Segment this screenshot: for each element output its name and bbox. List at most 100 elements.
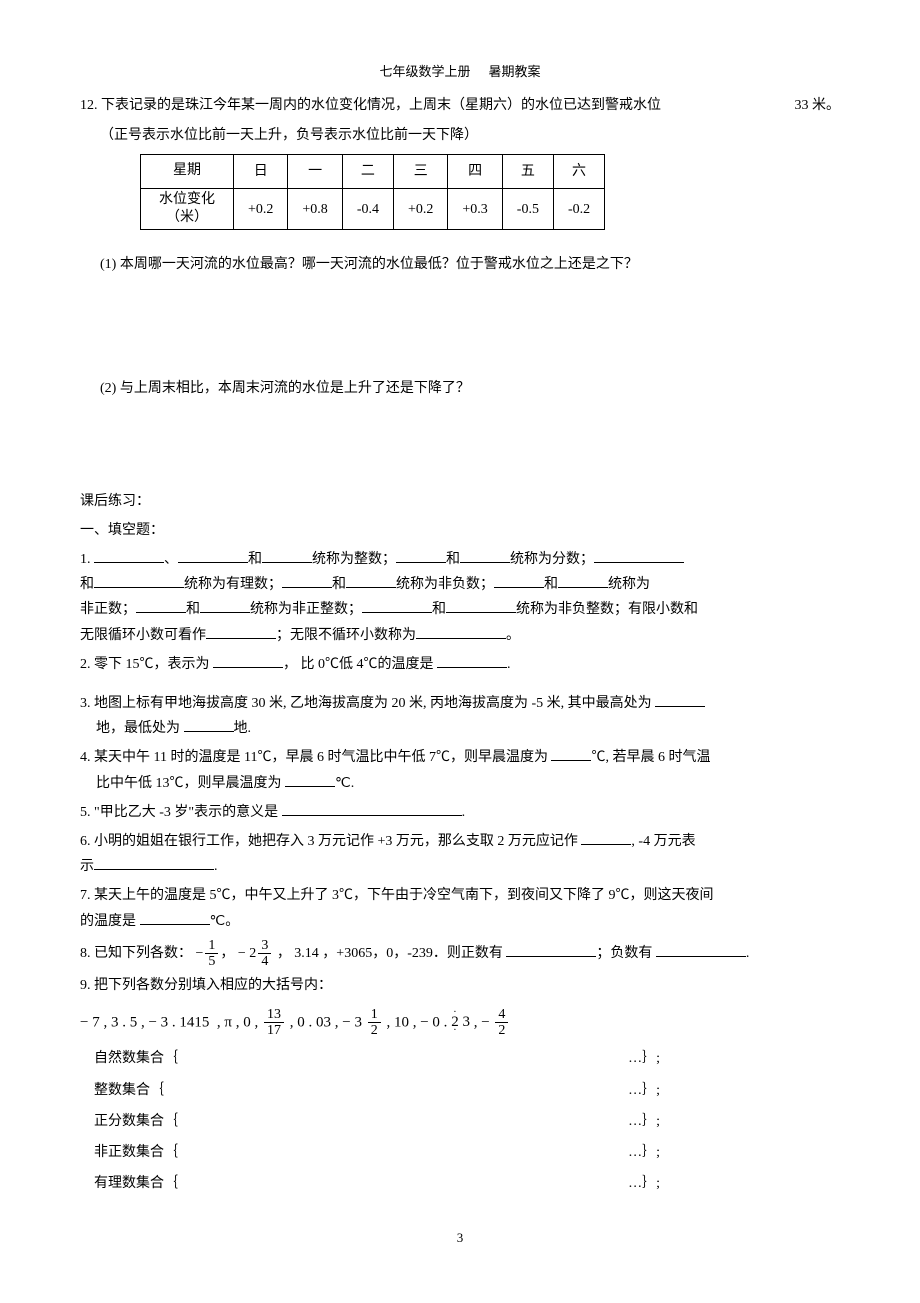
blank (594, 548, 684, 563)
q12-sub2: (2) 与上周末相比，本周末河流的水位是上升了还是下降了？ (80, 376, 840, 401)
after-title: 课后练习： (80, 489, 840, 514)
set-tail: …｝; (628, 1078, 660, 1103)
set-row: 有理数集合｛…｝; (80, 1171, 840, 1196)
blank (213, 653, 283, 668)
set-label: 正分数集合｛ (94, 1109, 178, 1134)
q12-intro: 12. 下表记录的是珠江今年某一周内的水位变化情况，上周末（星期六）的水位已达到… (80, 93, 840, 118)
blank (460, 548, 510, 563)
q8: 8. 已知下列各数： −15， − 234 ， 3.14 ，+3065，0，-2… (80, 938, 840, 970)
day-cell: 二 (342, 154, 393, 188)
text: 和 (544, 577, 558, 592)
text: . (462, 805, 466, 820)
text: 4. 某天中午 11 时的温度是 11℃，早晨 6 时气温比中午低 7℃，则早晨… (80, 750, 551, 765)
text: 统称为非正整数； (250, 602, 362, 617)
set-label: 有理数集合｛ (94, 1171, 178, 1196)
table-row: 水位变化 （米） +0.2 +0.8 -0.4 +0.2 +0.3 -0.5 -… (141, 188, 605, 229)
text: 地. (234, 721, 252, 736)
blank (136, 598, 186, 613)
val-cell: +0.3 (448, 188, 502, 229)
q6: 6. 小明的姐姐在银行工作，她把存入 3 万元记作 +3 万元，那么支取 2 万… (80, 829, 840, 879)
page-header: 七年级数学上册 暑期教案 (80, 60, 840, 83)
set-label: 整数集合｛ (94, 1078, 164, 1103)
blank (94, 573, 184, 588)
text: ℃. (335, 776, 354, 791)
text: 统称为整数； (312, 552, 396, 567)
text: . (507, 657, 511, 672)
q9: 9. 把下列各数分别填入相应的大括号内： (80, 973, 840, 998)
row1-label: 星期 (141, 154, 234, 188)
q1-lead: 1. (80, 552, 94, 567)
text: . (746, 946, 750, 961)
text: 比中午低 13℃，则早晨温度为 (96, 776, 285, 791)
q12-intro-a: 12. 下表记录的是珠江今年某一周内的水位变化情况，上周末（星期六）的水位已达到… (80, 93, 661, 118)
text: 7. 某天上午的温度是 5℃，中午又上升了 3℃，下午由于冷空气南下，到夜间又下… (80, 888, 714, 903)
blank (494, 573, 544, 588)
text: ℃, 若早晨 6 时气温 (591, 750, 710, 765)
text: 地，最低处为 (96, 721, 184, 736)
text: 和 (432, 602, 446, 617)
blank (140, 910, 210, 925)
text: 和 (332, 577, 346, 592)
q12-intro-b: 33 米。 (795, 93, 841, 118)
text: 2. 零下 15℃，表示为 (80, 657, 213, 672)
blank (206, 624, 276, 639)
blank (655, 692, 705, 707)
day-cell: 六 (553, 154, 604, 188)
blank (94, 855, 214, 870)
text: ；无限不循环小数称为 (276, 628, 416, 643)
blank (656, 942, 746, 957)
day-cell: 一 (288, 154, 342, 188)
q12-sub1: (1) 本周哪一天河流的水位最高？哪一天河流的水位最低？位于警戒水位之上还是之下… (80, 252, 840, 277)
blank (282, 573, 332, 588)
day-cell: 四 (448, 154, 502, 188)
text: 和 (248, 552, 262, 567)
set-label: 非正数集合｛ (94, 1140, 178, 1165)
blank (362, 598, 432, 613)
text: 统称为分数； (510, 552, 594, 567)
text: 8. 已知下列各数： (80, 946, 196, 961)
water-table: 星期 日 一 二 三 四 五 六 水位变化 （米） +0.2 +0.8 -0.4… (140, 154, 605, 231)
text: 5. "甲比乙大 -3 岁"表示的意义是 (80, 805, 282, 820)
text: 和 (186, 602, 200, 617)
text: ， 3.14 ，+3065，0，-239．则正数有 (277, 946, 507, 961)
val-cell: +0.8 (288, 188, 342, 229)
fraction: 42 (495, 1007, 508, 1039)
text: 无限循环小数可看作 (80, 628, 206, 643)
table-row: 星期 日 一 二 三 四 五 六 (141, 154, 605, 188)
text: 。 (506, 628, 520, 643)
q7: 7. 某天上午的温度是 5℃，中午又上升了 3℃，下午由于冷空气南下，到夜间又下… (80, 883, 840, 933)
blank (285, 772, 335, 787)
text: 非正数； (80, 602, 136, 617)
val-cell: -0.2 (553, 188, 604, 229)
q1: 1. 、和统称为整数；和统称为分数； 和统称为有理数；和统称为非负数；和统称为 … (80, 547, 840, 648)
text: 统称为非负数； (396, 577, 494, 592)
day-cell: 五 (502, 154, 553, 188)
text: , -4 万元表 (631, 834, 695, 849)
text: ℃。 (210, 914, 240, 929)
header-left: 七年级数学上册 (379, 64, 470, 79)
text: 和 (80, 577, 94, 592)
q5: 5. "甲比乙大 -3 岁"表示的意义是 . (80, 800, 840, 825)
blank (178, 548, 248, 563)
row2-label-b: （米） (166, 210, 208, 225)
text: . (214, 859, 218, 874)
set-tail: …｝; (628, 1109, 660, 1134)
row2-label: 水位变化 （米） (141, 188, 234, 229)
set-tail: …｝; (628, 1046, 660, 1071)
set-row: 自然数集合｛…｝; (80, 1046, 840, 1071)
fraction: 12 (368, 1007, 381, 1039)
val-cell: -0.5 (502, 188, 553, 229)
row2-label-a: 水位变化 (159, 192, 215, 207)
set-row: 正分数集合｛ …｝; (80, 1109, 840, 1134)
fraction: 34 (258, 938, 271, 970)
blank (282, 801, 462, 816)
text: 统称为 (608, 577, 650, 592)
blank (94, 548, 164, 563)
q9-expression: − 7 , 3 . 5 , − 3 . 1415 , π , 0 , 1317 … (80, 1007, 840, 1039)
page-number: 3 (80, 1226, 840, 1249)
day-cell: 日 (234, 154, 288, 188)
text: 的温度是 (80, 914, 140, 929)
header-right: 暑期教案 (489, 64, 541, 79)
text: 示 (80, 859, 94, 874)
text: 统称为非负整数；有限小数和 (516, 602, 698, 617)
